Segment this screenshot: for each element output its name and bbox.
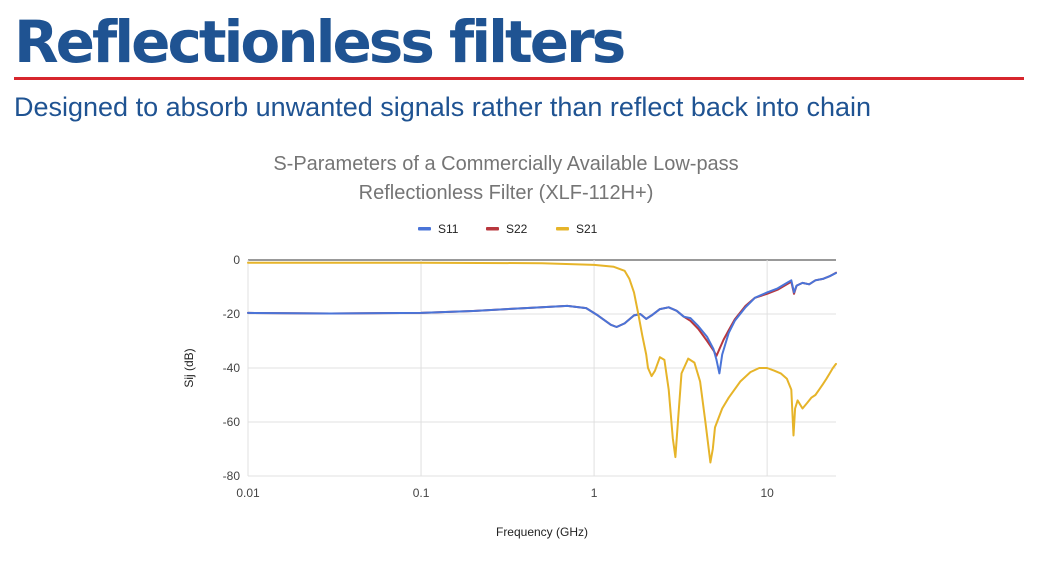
y-tick-label: -80 <box>223 469 241 483</box>
x-tick-label: 10 <box>760 486 774 500</box>
x-tick-label: 0.1 <box>413 486 430 500</box>
y-tick-label: -60 <box>223 415 241 429</box>
legend-item-s22[interactable]: S22 <box>486 222 528 236</box>
x-tick-label: 1 <box>591 486 598 500</box>
legend-item-s11[interactable]: S11 <box>418 222 459 236</box>
legend-swatch-s21 <box>556 227 569 231</box>
title-rule <box>14 77 1024 80</box>
y-axis-label: Sij (dB) <box>182 348 196 387</box>
series-line-s11 <box>247 272 837 375</box>
legend-label-s22: S22 <box>506 222 528 236</box>
legend: S11 S22 S21 <box>418 222 598 236</box>
tick-labels: 0 -20 -40 -60 -80 0.01 0.1 1 10 <box>223 253 774 500</box>
legend-item-s21[interactable]: S21 <box>556 222 598 236</box>
slide-title: Reflectionless filters <box>14 8 626 76</box>
series-line-s21 <box>247 261 837 464</box>
y-tick-label: -20 <box>223 307 241 321</box>
y-tick-label: -40 <box>223 361 241 375</box>
chart-title-line-1: S-Parameters of a Commercially Available… <box>273 153 738 175</box>
chart-title-line-2: Reflectionless Filter (XLF-112H+) <box>359 182 654 204</box>
legend-swatch-s22 <box>486 227 499 231</box>
y-tick-label: 0 <box>233 253 240 267</box>
series-lines <box>247 261 837 464</box>
slide-subtitle: Designed to absorb unwanted signals rath… <box>14 92 872 122</box>
grid-lines <box>247 259 836 477</box>
legend-label-s21: S21 <box>576 222 598 236</box>
legend-label-s11: S11 <box>438 222 459 236</box>
x-tick-label: 0.01 <box>236 486 260 500</box>
x-axis-label: Frequency (GHz) <box>496 525 588 539</box>
legend-swatch-s11 <box>418 227 431 231</box>
